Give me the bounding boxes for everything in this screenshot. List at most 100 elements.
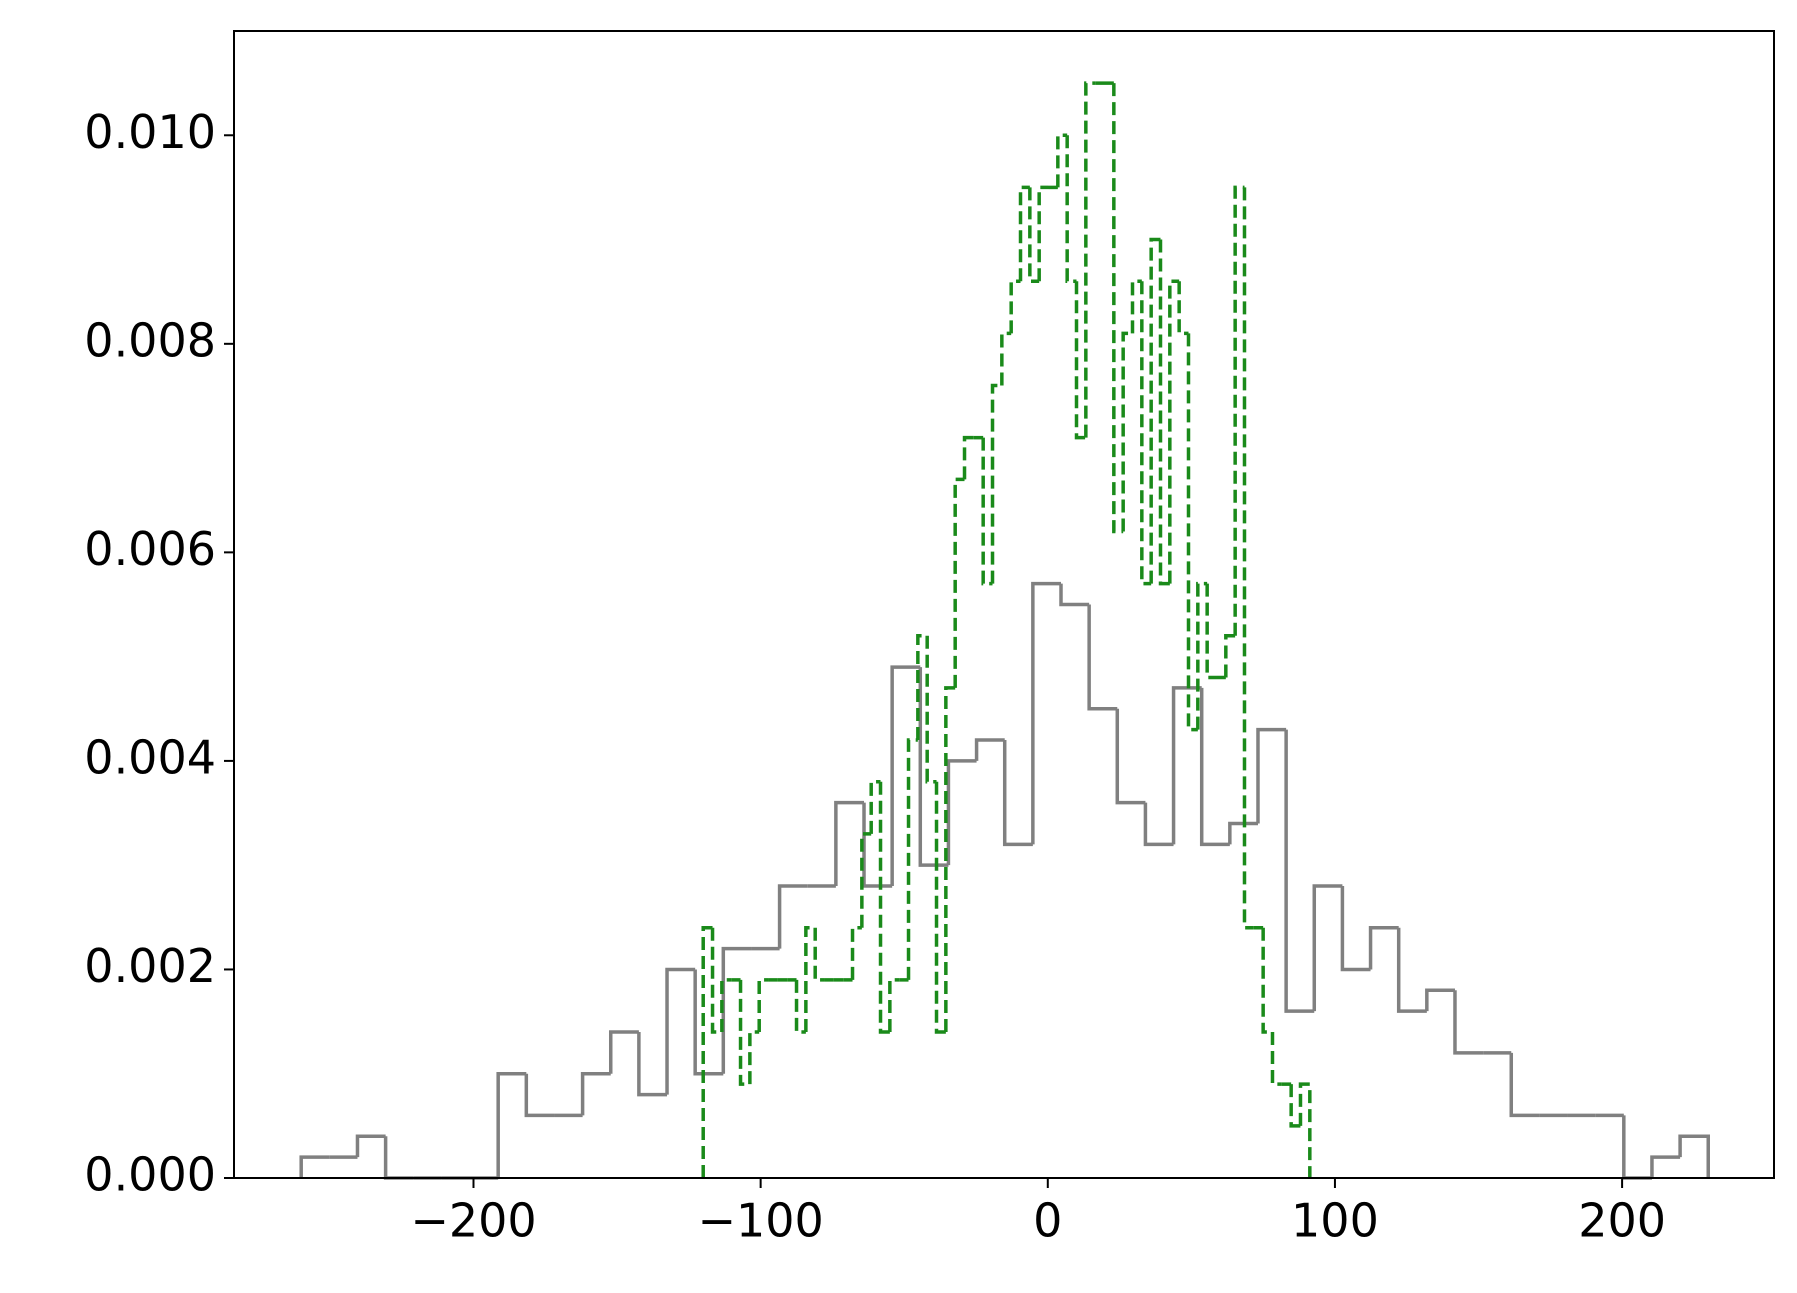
histogram-step — [981, 437, 993, 586]
histogram-step — [665, 967, 696, 1095]
histogram-step — [1453, 990, 1484, 1055]
histogram-step — [878, 781, 890, 1034]
histogram-step — [925, 635, 937, 784]
histogram-step — [1177, 281, 1189, 336]
histogram-step — [1261, 927, 1273, 1034]
histogram-step — [1028, 187, 1040, 284]
histogram-step — [962, 435, 974, 480]
x-tick-label: −100 — [697, 1194, 823, 1248]
histogram-step — [1074, 281, 1086, 440]
histogram-step — [934, 781, 946, 1034]
histogram-step — [1270, 1032, 1282, 1086]
histogram-step — [355, 1134, 386, 1158]
histogram-step — [1009, 279, 1021, 334]
histogram-step — [1312, 884, 1343, 1012]
histogram-step — [637, 1032, 668, 1097]
y-tick-label: 0.004 — [84, 730, 216, 784]
histogram-step — [1368, 925, 1399, 970]
histogram-step — [1509, 1052, 1540, 1118]
histogram-step — [1171, 686, 1202, 845]
histogram-step — [860, 832, 872, 928]
histogram-step — [1031, 581, 1061, 845]
x-tick-label: 100 — [1291, 1194, 1379, 1248]
histogram-step — [608, 1030, 639, 1074]
histogram-step — [524, 1073, 555, 1118]
histogram-step — [916, 634, 928, 741]
histogram-step — [1678, 1134, 1710, 1178]
histogram-step — [1149, 237, 1161, 584]
histogram-step — [748, 1030, 760, 1085]
histogram-step — [738, 979, 750, 1086]
histogram-step — [974, 738, 1005, 761]
histogram-step — [1084, 81, 1096, 438]
histogram-step — [1018, 185, 1030, 282]
histogram-step — [693, 969, 724, 1076]
histogram-step — [710, 927, 722, 1034]
histogram-step — [794, 979, 806, 1034]
histogram-step — [1037, 185, 1049, 282]
histogram-step — [1140, 281, 1152, 586]
histogram-step — [757, 978, 769, 1033]
histogram-step — [777, 884, 808, 949]
histogram-step — [1199, 687, 1230, 847]
histogram-step — [1087, 604, 1118, 711]
plot-frame — [233, 30, 1775, 1179]
histogram-step — [1158, 239, 1170, 586]
histogram-step — [1186, 333, 1198, 732]
histogram-step — [946, 759, 977, 866]
histogram-step — [701, 925, 713, 1178]
histogram-step — [1143, 802, 1174, 847]
histogram-step — [1056, 133, 1068, 188]
histogram-step — [1002, 740, 1033, 847]
histogram-step — [1396, 927, 1427, 1013]
histogram-step — [1112, 83, 1124, 534]
histogram-step — [721, 946, 752, 1074]
histogram-step — [869, 780, 881, 834]
histogram-step — [953, 477, 965, 688]
histogram-step — [1130, 279, 1142, 334]
y-tick-label: 0.006 — [84, 522, 216, 576]
histogram-step — [1168, 279, 1180, 584]
histogram-step — [1000, 331, 1012, 386]
histogram-step — [580, 1071, 611, 1116]
y-tick-label: 0.008 — [84, 313, 216, 367]
histogram-step — [804, 925, 816, 1033]
histogram-step — [383, 1136, 414, 1180]
histogram-step — [1121, 331, 1133, 532]
histogram-step — [1340, 886, 1371, 972]
histogram-step — [299, 1155, 330, 1178]
histogram-step — [1205, 583, 1217, 680]
histogram-step — [496, 1071, 527, 1178]
histogram-step — [1425, 988, 1455, 1012]
histogram-step — [1650, 1155, 1681, 1178]
histogram-step — [1256, 727, 1287, 824]
histogram-step — [1224, 634, 1236, 678]
y-tick-label: 0.002 — [84, 939, 216, 993]
histogram-step — [1289, 1084, 1301, 1128]
x-tick-label: −200 — [410, 1194, 536, 1248]
histogram-step — [1228, 821, 1258, 845]
histogram-step — [1242, 187, 1254, 930]
histogram-step — [1284, 729, 1315, 1013]
y-tick-label: 0.000 — [84, 1148, 216, 1202]
histogram-step — [813, 927, 825, 982]
histogram-step — [944, 686, 956, 1033]
histogram-step — [1233, 185, 1245, 636]
histogram-step — [1115, 708, 1146, 805]
histogram-step — [850, 925, 862, 980]
x-tick-label: 200 — [1578, 1194, 1666, 1248]
histogram-step — [862, 802, 893, 888]
histogram-step — [1298, 1082, 1312, 1178]
histogram-step — [720, 978, 732, 1033]
histogram-step — [890, 665, 921, 887]
histogram-step — [1065, 135, 1077, 284]
histogram-step — [888, 978, 900, 1033]
histogram-step — [990, 383, 1002, 584]
histogram-step — [1196, 581, 1208, 730]
y-tick-label: 0.010 — [84, 105, 216, 159]
histogram-step — [1059, 583, 1090, 607]
histogram-step — [918, 667, 949, 867]
histogram-step — [906, 738, 918, 980]
